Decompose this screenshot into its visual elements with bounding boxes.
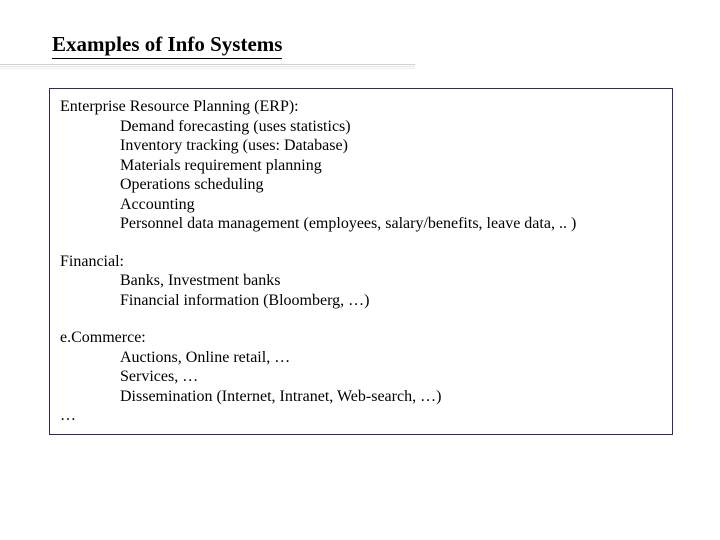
content-box: Enterprise Resource Planning (ERP): Dema…	[49, 88, 673, 435]
list-item: Materials requirement planning	[60, 156, 662, 176]
list-item: Dissemination (Internet, Intranet, Web-s…	[60, 387, 662, 407]
section-heading: Financial:	[60, 252, 662, 272]
trailing-ellipsis: …	[60, 406, 662, 426]
section-heading: Enterprise Resource Planning (ERP):	[60, 97, 662, 117]
list-item: Inventory tracking (uses: Database)	[60, 136, 662, 156]
page-title: Examples of Info Systems	[52, 32, 282, 59]
section-ecommerce: e.Commerce: Auctions, Online retail, … S…	[60, 328, 662, 406]
section-heading: e.Commerce:	[60, 328, 662, 348]
title-divider	[0, 64, 415, 70]
list-item: Demand forecasting (uses statistics)	[60, 117, 662, 137]
list-item: Financial information (Bloomberg, …)	[60, 291, 662, 311]
list-item: Services, …	[60, 367, 662, 387]
title-area: Examples of Info Systems	[52, 32, 282, 59]
list-item: Banks, Investment banks	[60, 271, 662, 291]
list-item: Personnel data management (employees, sa…	[60, 214, 662, 234]
list-item: Operations scheduling	[60, 175, 662, 195]
list-item: Auctions, Online retail, …	[60, 348, 662, 368]
section-financial: Financial: Banks, Investment banks Finan…	[60, 252, 662, 311]
section-erp: Enterprise Resource Planning (ERP): Dema…	[60, 97, 662, 234]
list-item: Accounting	[60, 195, 662, 215]
